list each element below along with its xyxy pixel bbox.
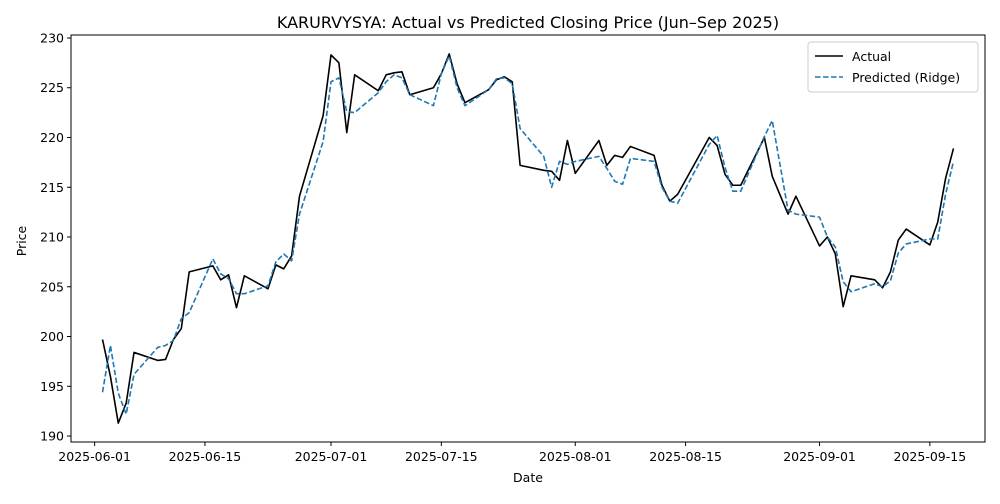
x-tick-label: 2025-08-01 bbox=[539, 449, 612, 464]
y-tick-label: 205 bbox=[40, 279, 64, 294]
y-tick-label: 220 bbox=[40, 130, 64, 145]
y-tick-label: 215 bbox=[40, 180, 64, 195]
y-tick-label: 210 bbox=[40, 230, 64, 245]
x-axis-label: Date bbox=[513, 470, 543, 485]
x-tick-label: 2025-07-15 bbox=[405, 449, 478, 464]
legend: Actual Predicted (Ridge) bbox=[807, 41, 979, 93]
y-tick-label: 195 bbox=[40, 379, 64, 394]
series-line-predicted bbox=[101, 55, 955, 415]
chart-title: KARURVYSYA: Actual vs Predicted Closing … bbox=[277, 13, 779, 32]
y-tick-label: 190 bbox=[40, 429, 64, 444]
y-tick-label: 200 bbox=[40, 329, 64, 344]
legend-label-predicted: Predicted (Ridge) bbox=[852, 70, 960, 85]
x-tick-label: 2025-09-01 bbox=[783, 449, 856, 464]
x-tick-label: 2025-09-15 bbox=[894, 449, 967, 464]
x-tick-label: 2025-07-01 bbox=[295, 449, 368, 464]
legend-label-actual: Actual bbox=[852, 49, 891, 64]
x-tick-label: 2025-06-15 bbox=[169, 449, 242, 464]
series-line-actual bbox=[101, 53, 955, 424]
y-axis-label: Price bbox=[14, 225, 29, 256]
x-axis-ticks: 2025-06-01 2025-06-15 2025-07-01 2025-07-15… bbox=[58, 442, 966, 464]
series-layer bbox=[101, 53, 955, 424]
x-tick-label: 2025-08-15 bbox=[649, 449, 722, 464]
y-tick-label: 230 bbox=[40, 30, 64, 45]
y-tick-label: 225 bbox=[40, 80, 64, 95]
x-tick-label: 2025-06-01 bbox=[58, 449, 131, 464]
legend-box bbox=[807, 41, 979, 93]
y-axis-ticks: 190 195 200 205 210 215 220 225 230 bbox=[40, 30, 71, 444]
plot-frame bbox=[70, 34, 986, 443]
